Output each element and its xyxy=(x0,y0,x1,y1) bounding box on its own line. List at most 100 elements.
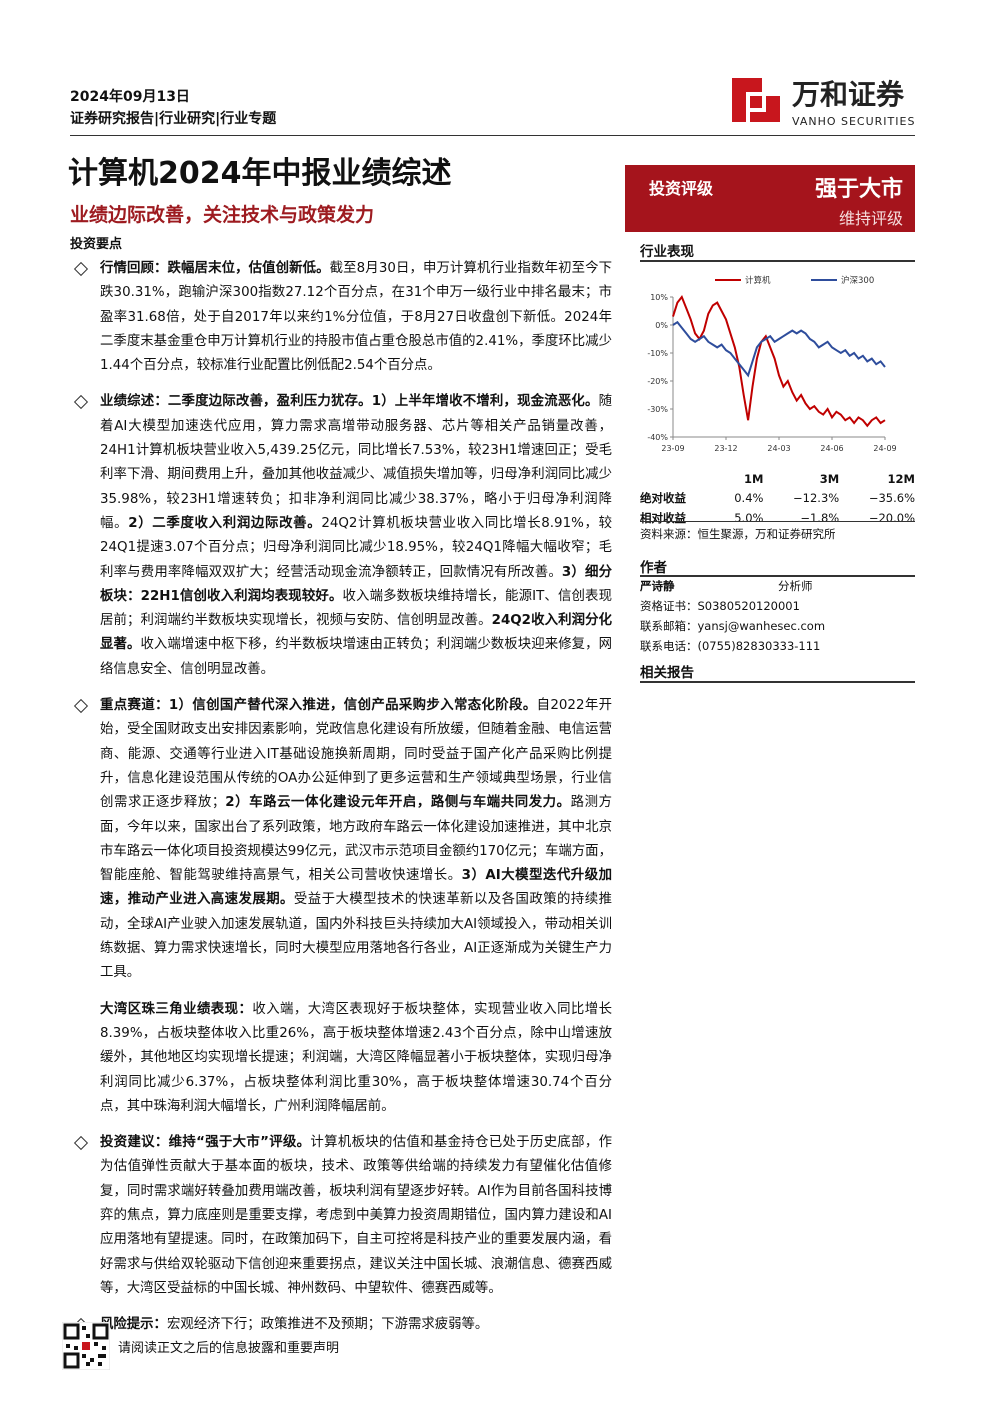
table-cell: −35.6% xyxy=(868,491,915,505)
x-tick-label: 24-03 xyxy=(767,444,790,453)
legend-label: 沪深300 xyxy=(841,275,874,286)
body-text: 24Q2计算机板块营业收入同比增长8.91%，较24Q1提速3.07个百分点；归… xyxy=(100,515,612,580)
table-header-cell: 3M xyxy=(819,472,840,486)
bold-text: 行情回顾：跌幅居末位，估值创新低。 xyxy=(100,261,330,276)
table-cell: −12.3% xyxy=(793,491,840,505)
report-type: 证券研究报告|行业研究|行业专题 xyxy=(70,111,277,127)
body-text: 宏观经济下行；政策推进不及预期；下游需求疲弱等。 xyxy=(166,1317,489,1333)
bold-text: 业绩综述：二季度边际改善，盈利压力犹存。1）上半年增收不增利，现金流恶化。 xyxy=(100,394,599,410)
table-header-cell: 12M xyxy=(887,472,915,486)
section-title: 相关报告 xyxy=(640,665,694,681)
bold-text: 风险提示： xyxy=(100,1317,167,1333)
author-role: 分析师 xyxy=(778,579,813,593)
logo-en: VANHO SECURITIES xyxy=(792,115,915,128)
qr-finder xyxy=(63,1323,80,1340)
y-tick-label: 0% xyxy=(655,321,668,330)
logo: 万和证券 VANHO SECURITIES xyxy=(732,78,915,128)
rating-box: 投资评级 强于大市 维持评级 xyxy=(625,165,915,232)
logo-shape xyxy=(750,112,780,122)
table-header-row: 1M 3M 12M xyxy=(640,470,915,488)
table-header-cell xyxy=(640,470,715,488)
section-rule xyxy=(640,260,915,262)
source: 资料来源：恒生聚源，万和证券研究所 xyxy=(640,527,836,541)
subtitle: 业绩边际改善，关注技术与政策发力 xyxy=(70,204,375,226)
bullet-marker xyxy=(73,395,89,410)
body-text: 随着AI大模型加速迭代应用，算力需求高增带动服务器、芯片等相关产品销量改善，24… xyxy=(100,394,612,531)
bold-text: 2）二季度收入利润边际改善。 xyxy=(128,515,322,531)
table: 1M 3M 12M 绝对收益 0.4% −12.3% −35.6% 相对收益 5.0% −1.8%… xyxy=(640,470,915,528)
table-cell: −20.0% xyxy=(868,511,915,525)
author-name: 严诗静 xyxy=(640,579,675,593)
table-cell: −1.8% xyxy=(800,511,840,525)
report-date: 2024年09月13日 xyxy=(70,89,190,105)
section-title: 作者 xyxy=(640,560,667,576)
section-rule xyxy=(640,681,915,683)
body-text: 收入端多数板块维持增长，能源IT、信创表现居前；利润端约半数板块实现增长，视频与… xyxy=(100,588,612,629)
rating-note: 维持评级 xyxy=(838,209,903,228)
bullet-paragraph: 重点赛道：1）信创国产替代深入推进，信创产品采购步入常态化阶段。自2022年开始… xyxy=(72,694,612,986)
chart: 10% 0% -10% -20% -30% -40% 23-09 23-12 24-03 24-0… xyxy=(647,275,896,453)
line-series xyxy=(672,295,886,428)
table-row: 相对收益 5.0% −1.8% −20.0% xyxy=(640,508,915,528)
bold-text: 3）AI大模型迭代升级加速，推动产业进入高速发展期。 xyxy=(100,868,613,908)
table-row: 绝对收益 0.4% −12.3% −35.6% xyxy=(640,488,915,508)
bullet-marker xyxy=(73,1136,89,1151)
bold-text: 3）细分板块：22H1信创收入利润均表现较好。 xyxy=(100,564,612,604)
body-text: 自2022年开始，受全国财政支出安排因素影响，党政信息化建设有所放缓，但随着金融… xyxy=(100,698,613,811)
qr-code xyxy=(62,1322,110,1370)
logo-shape xyxy=(750,96,762,108)
contact-line: 资格证书：S0380520120001 xyxy=(640,599,800,613)
qr-finder xyxy=(63,1352,80,1369)
table-cell: 5.0% xyxy=(734,511,764,525)
bold-text: 2）车路云一体化建设元年开启，路侧与车端共同发力。 xyxy=(225,795,571,811)
y-tick-label: -40% xyxy=(647,433,668,442)
bullet-paragraph: 大湾区珠三角业绩表现：收入端，大湾区表现好于板块整体，实现营业收入同比增长8.3… xyxy=(72,998,612,1119)
body-text: 路测方面，今年以来，国家出台了系列政策，地方政府车路云一体化建设加速推进，其中北… xyxy=(100,795,613,884)
x-tick-label: 24-06 xyxy=(820,444,843,453)
contact-line: 联系邮箱：yansj@wanhesec.com xyxy=(640,619,826,633)
qr-finder xyxy=(92,1323,109,1340)
body-text: 计算机板块的估值和基金持仓已处于历史底部，作为估值弹性贡献大于基本面的板块，技术… xyxy=(100,1135,612,1296)
body-text: 受益于大模型技术的快速革新以及各国政策的持续推动，全球AI产业驶入加速发展轨道，… xyxy=(100,892,613,981)
table-header-cell: 1M xyxy=(743,472,764,486)
bold-text: 24Q2收入利润分化显著。 xyxy=(100,613,613,653)
x-tick-label: 23-09 xyxy=(661,444,684,453)
bullet-paragraph: 行情回顾：跌幅居末位，估值创新低。截至8月30日，申万计算机行业指数年初至今下跌… xyxy=(72,257,612,378)
contact-line: 联系电话：(0755)82830333-111 xyxy=(640,639,821,653)
bullet-list: 行情回顾：跌幅居末位，估值创新低。截至8月30日，申万计算机行业指数年初至今下跌… xyxy=(72,257,612,1349)
bold-text: 重点赛道：1）信创国产替代深入推进，信创产品采购步入常态化阶段。 xyxy=(100,698,537,714)
bullet-paragraph: 投资建议：维持“强于大市”评级。计算机板块的估值和基金持仓已处于历史底部，作为估… xyxy=(72,1131,612,1301)
logo-name: 万和证券 xyxy=(792,78,905,111)
logo-shape xyxy=(732,78,746,122)
table-rule xyxy=(640,521,915,522)
title: 计算机2024年中报业绩综述 xyxy=(68,156,452,191)
body-text: 收入端增速中枢下移，约半数板块增速由正转负；利润端少数板块迎来修复，网络信息安全… xyxy=(100,637,613,677)
legend-label: 计算机 xyxy=(745,275,771,286)
row-label: 相对收益 xyxy=(640,511,686,525)
section-title: 行业表现 xyxy=(640,244,694,260)
section-label: 投资要点 xyxy=(70,237,123,252)
author-contact: 资格证书：S0380520120001 联系邮箱：yansj@wanhesec.c… xyxy=(640,596,825,656)
y-tick-label: -10% xyxy=(647,349,668,358)
rating-label: 投资评级 xyxy=(649,179,714,198)
bold-text: 投资建议：维持“强于大市”评级。 xyxy=(100,1135,311,1151)
bullet-paragraph: 业绩综述：二季度边际改善，盈利压力犹存。1）上半年增收不增利，现金流恶化。随着A… xyxy=(72,390,612,682)
bullet-marker xyxy=(73,261,89,277)
bullet-paragraph: 风险提示：宏观经济下行；政策推进不及预期；下游需求疲弱等。 xyxy=(72,1313,612,1337)
body-text: 收入端，大湾区表现好于板块整体，实现营业收入同比增长8.39%，占板块整体收入比… xyxy=(100,1001,613,1114)
bold-text: 大湾区珠三角业绩表现： xyxy=(100,1001,253,1017)
rating-value: 强于大市 xyxy=(814,177,903,202)
line-series xyxy=(672,320,886,378)
returns-table: 1M 3M 12M 绝对收益 0.4% −12.3% −35.6% 相对收益 5.0% −1.8%… xyxy=(640,470,915,528)
header-rule xyxy=(70,135,915,136)
bullet-marker xyxy=(73,698,89,714)
y-tick-label: -20% xyxy=(647,377,668,386)
y-tick-label: -30% xyxy=(647,405,668,414)
y-tick-label: 10% xyxy=(650,293,668,302)
row-label: 绝对收益 xyxy=(640,491,686,505)
x-tick-label: 23-12 xyxy=(714,444,737,453)
table-cell: 0.4% xyxy=(734,491,764,505)
x-tick-label: 24-09 xyxy=(873,444,896,453)
footer: 请阅读正文之后的信息披露和重要声明 xyxy=(118,1341,340,1356)
